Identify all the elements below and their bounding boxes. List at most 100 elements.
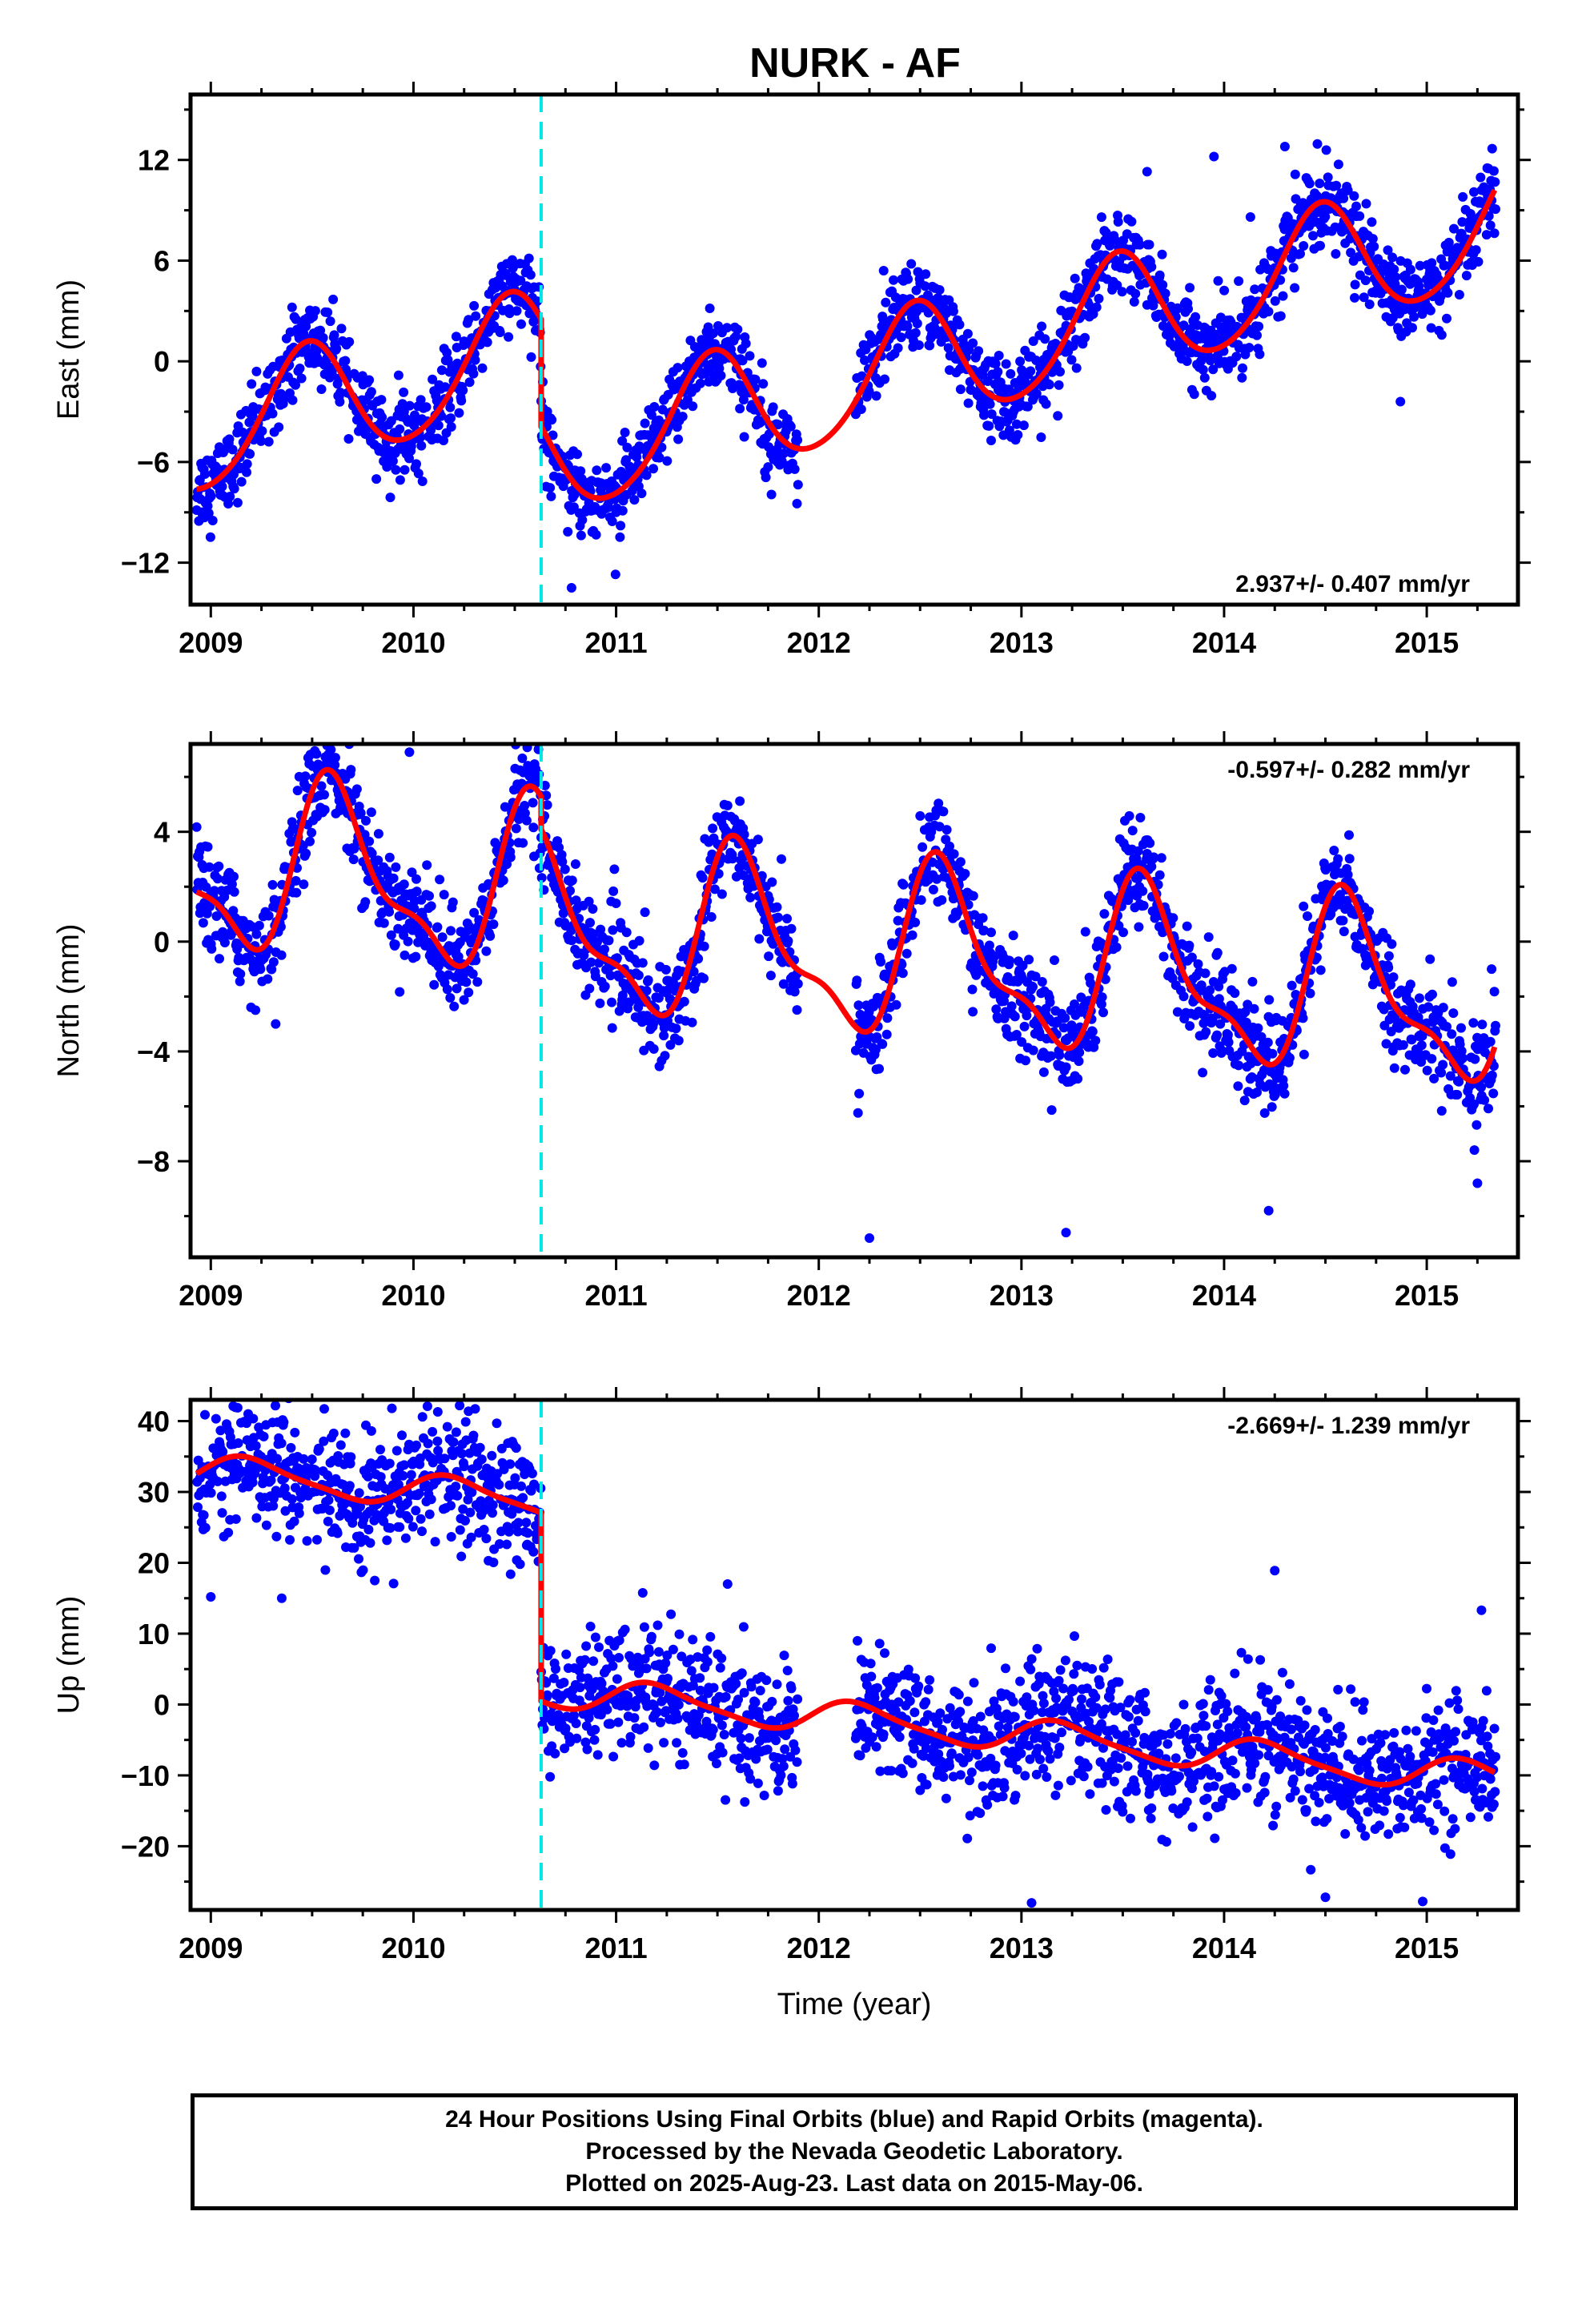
data-point [451, 332, 461, 342]
data-point [636, 489, 647, 499]
data-point [1427, 258, 1437, 268]
data-point [722, 800, 733, 810]
data-point [1436, 330, 1447, 340]
data-point [1369, 241, 1379, 251]
data-point [673, 1035, 684, 1046]
data-point [755, 1686, 765, 1695]
data-point [620, 1624, 630, 1634]
data-point [358, 1565, 368, 1575]
data-point [739, 1687, 749, 1698]
data-point [295, 364, 305, 373]
data-point [629, 1713, 640, 1723]
data-point [1427, 989, 1437, 999]
data-point [649, 1760, 660, 1771]
data-point [1264, 995, 1275, 1005]
data-point [433, 420, 444, 431]
data-point [601, 463, 612, 473]
data-point [1263, 1037, 1273, 1047]
data-point [554, 842, 564, 853]
data-point [1061, 1062, 1071, 1072]
data-point [1026, 366, 1036, 376]
data-point [331, 344, 342, 354]
data-point [771, 1735, 781, 1746]
data-point [1333, 159, 1343, 170]
data-point [505, 852, 516, 862]
data-point [402, 1498, 412, 1508]
data-point [767, 1696, 777, 1707]
data-point [1113, 217, 1123, 227]
data-point [978, 913, 988, 923]
y-tick-label: 4 [154, 816, 170, 849]
data-point [1405, 979, 1415, 990]
data-point [416, 1514, 426, 1524]
data-point [713, 869, 724, 879]
data-point [852, 975, 862, 986]
data-point [559, 1678, 569, 1687]
data-point [426, 425, 436, 436]
data-point [426, 1494, 436, 1505]
data-point [1400, 1064, 1410, 1075]
data-point [733, 324, 743, 335]
data-point [439, 890, 449, 900]
data-point [442, 1421, 452, 1432]
data-point [643, 975, 653, 985]
data-point [1351, 201, 1361, 211]
data-point [446, 413, 456, 424]
data-point [584, 896, 594, 907]
data-point [586, 957, 596, 967]
data-point [502, 1539, 512, 1550]
data-point [1480, 1095, 1490, 1105]
data-point [495, 1539, 504, 1549]
data-point [266, 1475, 276, 1486]
data-point [448, 897, 458, 907]
data-point [776, 1770, 786, 1780]
data-point [413, 468, 424, 479]
data-point [793, 1694, 803, 1704]
plot-area [191, 94, 1500, 605]
data-point [448, 1437, 459, 1447]
data-point [938, 806, 949, 817]
data-point [200, 469, 210, 479]
data-point [712, 1759, 721, 1769]
data-point [203, 501, 213, 511]
data-point [792, 1005, 802, 1015]
data-point [404, 400, 415, 411]
data-point [1287, 980, 1297, 991]
data-point [203, 508, 214, 518]
data-point [217, 1508, 227, 1518]
data-point [203, 842, 213, 852]
data-point [1425, 305, 1435, 316]
data-point [452, 358, 463, 368]
data-point [754, 934, 765, 944]
data-point [254, 920, 264, 931]
data-point [702, 1645, 713, 1655]
data-point [706, 912, 717, 922]
data-point [672, 1738, 682, 1748]
panel-2: 2009 2010 2011 2012 2013 2014 2015−20−10010203… [52, 1387, 1531, 2021]
data-point [251, 1005, 261, 1015]
data-point [287, 1494, 297, 1504]
data-point [1184, 940, 1195, 951]
data-point [336, 324, 347, 334]
data-point [335, 1440, 346, 1450]
data-point [641, 470, 652, 480]
data-point [384, 852, 395, 862]
data-point [1415, 260, 1425, 271]
data-point [991, 1004, 1002, 1015]
data-point [432, 1436, 443, 1446]
data-point [340, 1428, 351, 1438]
data-point [1427, 1054, 1437, 1064]
data-point [1004, 955, 1014, 966]
data-point [1028, 336, 1038, 346]
data-point [487, 1450, 497, 1461]
data-point [968, 338, 978, 348]
data-point [717, 1653, 727, 1663]
data-point [1241, 1017, 1251, 1027]
data-point [721, 1795, 731, 1805]
data-point [588, 929, 599, 939]
data-point [1311, 952, 1322, 963]
data-point [214, 861, 224, 871]
data-point [375, 1472, 386, 1482]
data-point [307, 1454, 317, 1465]
data-point [1270, 296, 1280, 306]
